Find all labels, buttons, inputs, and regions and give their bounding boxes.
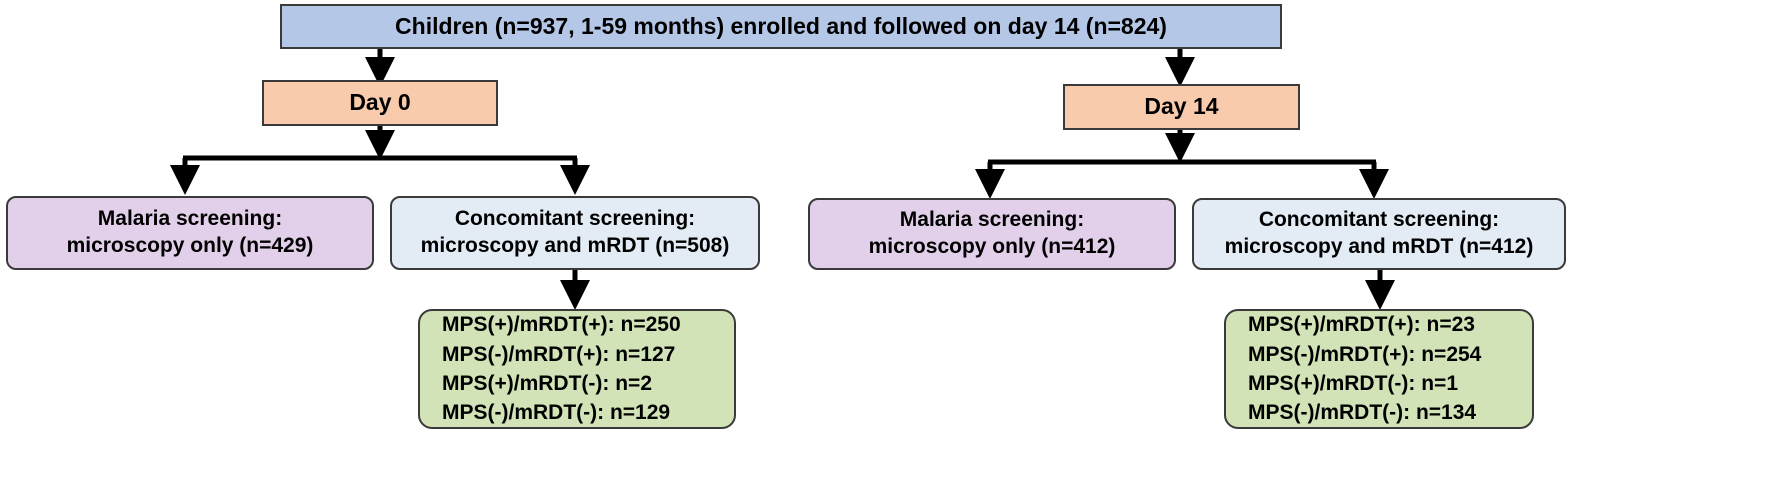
day0-result-4: MPS(-)/mRDT(-): n=129 [442, 401, 671, 425]
day14-concomitant-line1: Concomitant screening: [1258, 208, 1500, 232]
day14-result-4: MPS(-)/mRDT(-): n=134 [1248, 401, 1477, 425]
day14-box: Day 14 [1063, 84, 1300, 130]
day14-concomitant-line2: microscopy and mRDT (n=412) [1224, 235, 1534, 258]
day0-malaria-line1: Malaria screening: [97, 207, 283, 231]
day0-result-1: MPS(+)/mRDT(+): n=250 [442, 313, 681, 337]
day0-malaria-box: Malaria screening: microscopy only (n=42… [6, 196, 374, 270]
day14-results-box: MPS(+)/mRDT(+): n=23 MPS(-)/mRDT(+): n=2… [1224, 309, 1534, 429]
day0-malaria-line2: microscopy only (n=429) [66, 234, 314, 257]
day0-concomitant-box: Concomitant screening: microscopy and mR… [390, 196, 760, 270]
day0-label: Day 0 [349, 89, 411, 116]
day14-malaria-box: Malaria screening: microscopy only (n=41… [808, 198, 1176, 270]
day14-result-1: MPS(+)/mRDT(+): n=23 [1248, 313, 1475, 337]
day0-box: Day 0 [262, 80, 498, 126]
enrollment-text: Children (n=937, 1-59 months) enrolled a… [395, 12, 1167, 39]
day0-concomitant-line1: Concomitant screening: [454, 207, 696, 231]
day14-result-2: MPS(-)/mRDT(+): n=254 [1248, 342, 1482, 366]
day0-results-box: MPS(+)/mRDT(+): n=250 MPS(-)/mRDT(+): n=… [418, 309, 736, 429]
day0-concomitant-line2: microscopy and mRDT (n=508) [420, 234, 730, 257]
day14-result-3: MPS(+)/mRDT(-): n=1 [1248, 372, 1458, 395]
day14-malaria-line1: Malaria screening: [899, 208, 1085, 232]
day0-result-3: MPS(+)/mRDT(-): n=2 [442, 372, 652, 395]
day14-label: Day 14 [1144, 93, 1219, 120]
day14-concomitant-box: Concomitant screening: microscopy and mR… [1192, 198, 1566, 270]
enrollment-box: Children (n=937, 1-59 months) enrolled a… [280, 4, 1282, 49]
day14-malaria-line2: microscopy only (n=412) [868, 235, 1116, 258]
day0-result-2: MPS(-)/mRDT(+): n=127 [442, 342, 676, 366]
